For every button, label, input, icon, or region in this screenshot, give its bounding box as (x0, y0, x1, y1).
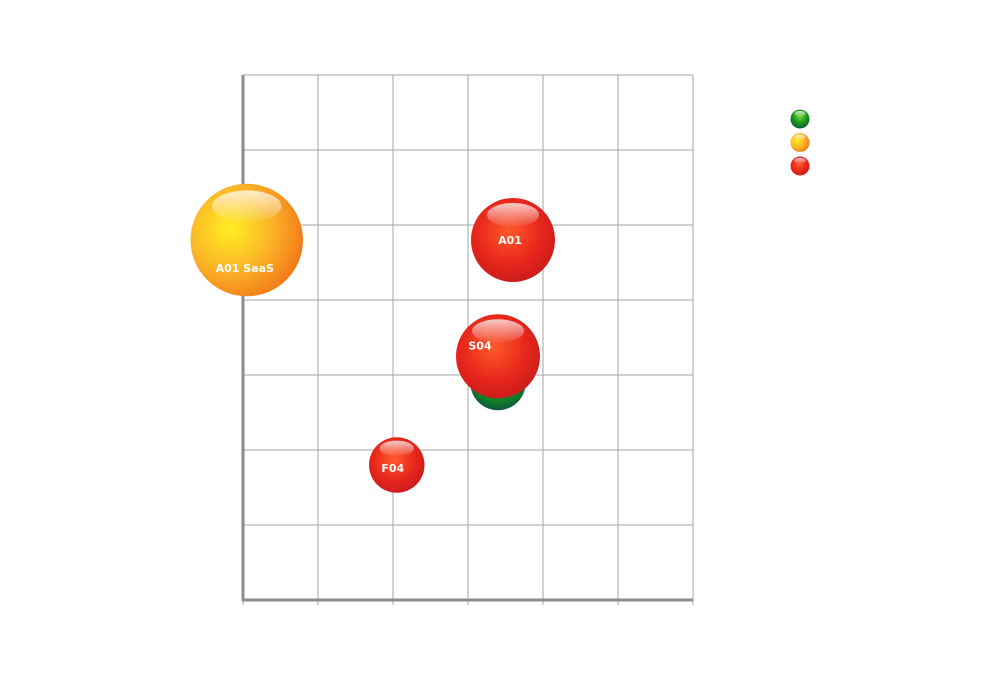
legend-marker-red (790, 156, 810, 176)
bubble-label: A01 (498, 234, 522, 247)
bubble-gloss (471, 319, 525, 343)
bubble-label: A01 SaaS (216, 262, 274, 275)
legend-dot-gloss (794, 110, 806, 117)
legend-dot-gloss (794, 134, 806, 141)
legend-dot-gloss (794, 157, 806, 164)
bubble-a01-saas: A01 SaaS (190, 183, 303, 297)
plot-grid (241, 74, 694, 605)
bubble-a01: A01 (471, 198, 555, 282)
bubble-f04: F04 (369, 437, 425, 493)
bubble-s04: S04 (456, 314, 540, 399)
legend-marker-orange (790, 133, 810, 152)
legend (790, 109, 810, 176)
bubble-gloss (486, 203, 540, 227)
bubble-gloss (211, 190, 282, 222)
legend-marker-green (790, 109, 810, 129)
bubble-label: S04 (468, 339, 492, 352)
bubble-gloss (379, 440, 414, 457)
bubble-label: F04 (381, 462, 404, 475)
